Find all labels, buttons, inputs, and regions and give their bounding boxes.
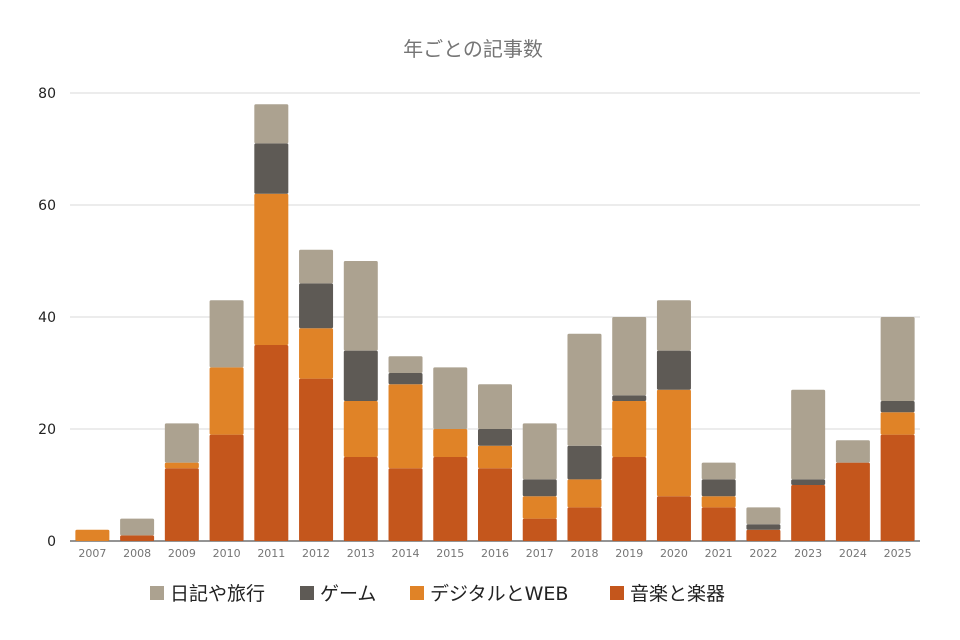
bar-segment xyxy=(164,462,199,469)
bar-segment xyxy=(656,300,691,351)
bar-segment xyxy=(656,389,691,497)
bar-segment xyxy=(164,423,199,463)
x-tick-label: 2024 xyxy=(839,547,867,560)
bar-segment xyxy=(209,367,244,435)
y-tick-label: 80 xyxy=(38,86,56,102)
bar-segment xyxy=(343,401,378,457)
bar-segment xyxy=(791,485,826,541)
bar-segment xyxy=(388,373,423,385)
bar-segment xyxy=(388,468,423,541)
x-tick-label: 2009 xyxy=(168,547,196,560)
x-tick-label: 2013 xyxy=(347,547,375,560)
bar-segment xyxy=(299,378,334,541)
x-tick-label: 2018 xyxy=(570,547,598,560)
bar-segment xyxy=(522,423,557,480)
x-tick-label: 2021 xyxy=(705,547,733,560)
bar-segment xyxy=(478,429,512,446)
bar-segment xyxy=(478,384,512,429)
bar-segment xyxy=(343,261,378,351)
bar-segment xyxy=(209,434,244,541)
y-tick-label: 60 xyxy=(38,198,56,214)
bar-segment xyxy=(701,496,736,508)
legend-swatch xyxy=(150,586,164,600)
legend-swatch xyxy=(610,586,624,600)
bar-segment xyxy=(880,317,915,401)
bar-segment xyxy=(612,401,647,457)
bar-segment xyxy=(254,193,289,345)
chart-title: 年ごとの記事数 xyxy=(403,37,543,61)
legend-swatch xyxy=(410,586,424,600)
bar-segment xyxy=(388,384,423,469)
bar-segment xyxy=(120,535,155,541)
bar-segment xyxy=(343,350,378,401)
bar-segment xyxy=(433,429,468,457)
bar-segment xyxy=(299,328,334,379)
bar-segment xyxy=(835,440,870,463)
bar-segment xyxy=(835,462,870,541)
bar-segment xyxy=(388,356,423,373)
x-tick-label: 2007 xyxy=(78,547,106,560)
bar-segment xyxy=(880,434,915,541)
bar-segment xyxy=(433,457,468,541)
bar-segment xyxy=(567,507,602,541)
bar-segment xyxy=(701,507,736,541)
bar-segment xyxy=(701,462,736,480)
bar-segment xyxy=(209,300,244,368)
bar-segment xyxy=(746,524,781,530)
bar-segment xyxy=(75,529,110,541)
bar-segment xyxy=(522,496,557,519)
x-tick-label: 2019 xyxy=(615,547,643,560)
bar-segment xyxy=(746,529,781,541)
bar-segment xyxy=(254,143,289,194)
bar-segment xyxy=(880,401,915,413)
legend-label: 日記や旅行 xyxy=(170,583,265,605)
legend-label: ゲーム xyxy=(320,583,376,605)
bar-segment xyxy=(567,333,602,446)
bar-segment xyxy=(478,468,512,541)
bar-segment xyxy=(791,389,826,480)
bar-segment xyxy=(478,445,512,469)
legend-label: デジタルとWEB xyxy=(430,583,568,605)
y-tick-label: 20 xyxy=(38,422,56,438)
x-tick-label: 2020 xyxy=(660,547,688,560)
bar-segment xyxy=(791,479,826,485)
bar-segment xyxy=(522,518,557,541)
bar-segment xyxy=(164,468,199,541)
bar-segment xyxy=(701,479,736,497)
x-tick-label: 2016 xyxy=(481,547,509,560)
bar-segment xyxy=(254,104,289,144)
bar-segment xyxy=(612,457,647,541)
bar-segment xyxy=(612,395,647,401)
x-tick-label: 2022 xyxy=(749,547,777,560)
x-tick-label: 2025 xyxy=(884,547,912,560)
legend-label: 音楽と楽器 xyxy=(630,583,725,605)
x-tick-label: 2015 xyxy=(436,547,464,560)
bar-segment xyxy=(612,317,647,396)
legend-swatch xyxy=(300,586,314,600)
x-tick-label: 2017 xyxy=(526,547,554,560)
bar-segment xyxy=(656,496,691,541)
y-tick-label: 0 xyxy=(47,534,56,550)
x-tick-label: 2023 xyxy=(794,547,822,560)
bar-segment xyxy=(746,507,781,525)
x-tick-label: 2010 xyxy=(213,547,241,560)
bar-segment xyxy=(567,445,602,480)
bar-segment xyxy=(567,479,602,508)
x-tick-label: 2012 xyxy=(302,547,330,560)
bar-segment xyxy=(433,367,468,429)
bar-segment xyxy=(343,457,378,541)
y-tick-label: 40 xyxy=(38,310,56,326)
bar-segment xyxy=(299,283,334,329)
x-tick-label: 2008 xyxy=(123,547,151,560)
bar-segment xyxy=(120,518,155,536)
x-tick-label: 2011 xyxy=(257,547,285,560)
bar-segment xyxy=(880,412,915,435)
bar-segment xyxy=(522,479,557,497)
bar-segment xyxy=(299,249,334,284)
bar-segment xyxy=(254,345,289,541)
bar-segment xyxy=(656,350,691,390)
x-tick-label: 2014 xyxy=(392,547,420,560)
